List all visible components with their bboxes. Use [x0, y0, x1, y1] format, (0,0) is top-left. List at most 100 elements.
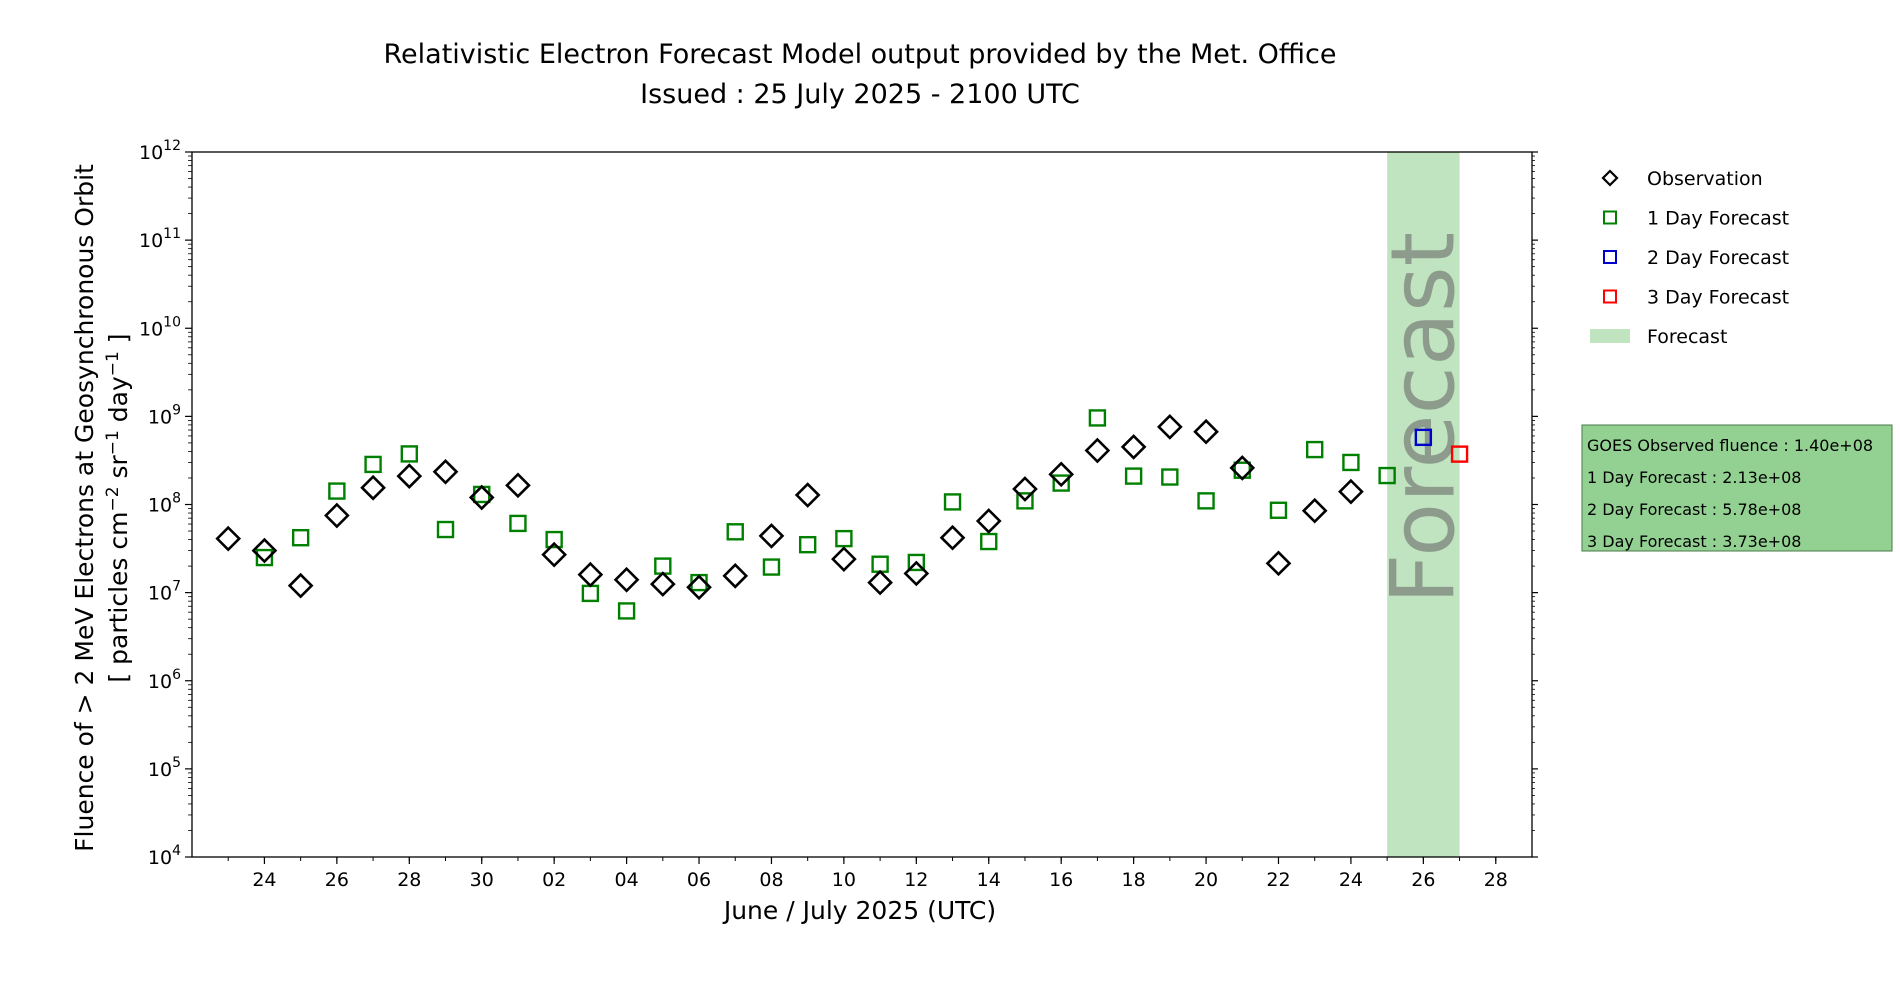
1-day-forecast-point: [1161, 468, 1179, 486]
observation-point: [468, 484, 495, 511]
1-day-forecast-point: [1088, 409, 1107, 427]
axis-ticks: 24 26 28 30 02 04 06 08 10 12 14 16 18 20 22 24 26 281041…: [139, 138, 1538, 891]
legend-item-3-day-forecast: 3 Day Forecast: [1603, 287, 1789, 309]
1-day-forecast-point: [581, 584, 600, 603]
legend-label: Forecast: [1647, 326, 1727, 348]
observation-point: [1338, 478, 1364, 505]
legend-square-icon: [1603, 289, 1617, 304]
y-axis-label-line2: [ particles cm−2 sr−1 day−1 ]: [103, 333, 133, 682]
observation-point: [215, 525, 242, 552]
1-day-forecast-point: [1342, 453, 1360, 472]
x-tick-label: 26: [1411, 869, 1435, 891]
observation-point: [722, 563, 749, 589]
legend-diamond-icon: [1601, 169, 1619, 187]
legend-label: 2 Day Forecast: [1647, 247, 1789, 269]
x-tick-label: 22: [1266, 869, 1290, 891]
x-tick-label: 24: [252, 869, 276, 891]
1-day-forecast-point: [328, 482, 346, 500]
x-tick-label: 28: [1484, 869, 1508, 891]
1-day-forecast-point: [436, 520, 455, 539]
x-tick-label: 08: [759, 869, 783, 891]
x-tick-label: 24: [1339, 869, 1363, 891]
observation-point: [649, 571, 676, 597]
series-observation: [215, 414, 1364, 601]
1-day-forecast-point: [291, 529, 310, 547]
y-tick-label: 104: [148, 843, 181, 869]
x-tick-label: 02: [542, 869, 566, 891]
x-axis-label: June / July 2025 (UTC): [722, 896, 996, 925]
1-day-forecast-point: [1197, 492, 1215, 510]
observation-point: [613, 566, 640, 593]
legend-label: Observation: [1647, 168, 1763, 190]
3-day-forecast-point: [1450, 445, 1469, 463]
1-day-forecast-point: [943, 493, 962, 511]
y-tick-label: 108: [148, 491, 181, 517]
y-tick-label: 1011: [139, 226, 181, 252]
observation-point: [287, 572, 314, 599]
1-day-forecast-point: [1269, 501, 1288, 519]
info-box-line: 3 Day Forecast : 3.73e+08: [1587, 532, 1801, 551]
observation-point: [324, 502, 350, 529]
1-day-forecast-point: [871, 555, 889, 573]
observation-point: [903, 560, 930, 587]
1-day-forecast-point: [835, 529, 853, 548]
observation-point: [867, 569, 893, 596]
2-day-forecast-point: [1414, 428, 1433, 447]
x-tick-label: 10: [832, 869, 856, 891]
observation-point: [1156, 414, 1183, 440]
info-box-line: 1 Day Forecast : 2.13e+08: [1587, 468, 1801, 487]
y-tick-label: 105: [148, 755, 181, 781]
observation-point: [758, 523, 785, 549]
x-tick-label: 04: [615, 869, 639, 891]
observation-point: [975, 508, 1002, 534]
1-day-forecast-point: [907, 553, 926, 572]
observation-point: [1012, 476, 1038, 502]
legend-band-icon: [1590, 329, 1630, 343]
legend-label: 1 Day Forecast: [1647, 208, 1789, 230]
observation-point: [794, 482, 821, 508]
legend-item-observation: Observation: [1601, 168, 1763, 190]
y-tick-label: 1010: [139, 314, 181, 340]
observation-point: [541, 541, 568, 568]
y-axis-label-line1: Fluence of > 2 MeV Electrons at Geosynch…: [70, 164, 99, 852]
forecast-band-layer: Forecast: [1371, 152, 1474, 857]
data-points: [215, 409, 1469, 620]
1-day-forecast-point: [473, 485, 491, 504]
x-tick-label: 28: [397, 869, 421, 891]
info-box-line: GOES Observed fluence : 1.40e+08: [1587, 436, 1873, 455]
1-day-forecast-point: [1052, 474, 1070, 492]
chart-title-line2: Issued : 25 July 2025 - 2100 UTC: [640, 79, 1080, 110]
observation-point: [686, 574, 712, 601]
observation-point: [1301, 497, 1328, 524]
1-day-forecast-point: [798, 535, 817, 554]
forecast-watermark: Forecast: [1371, 232, 1474, 604]
series-1-day-forecast: [255, 409, 1396, 620]
observation-point: [1265, 550, 1292, 577]
x-tick-label: 06: [687, 869, 711, 891]
y-axis-label: Fluence of > 2 MeV Electrons at Geosynch…: [70, 164, 133, 852]
x-tick-label: 16: [1049, 869, 1073, 891]
1-day-forecast-point: [364, 455, 382, 474]
series-3-day-forecast: [1450, 445, 1469, 463]
legend-square-icon: [1603, 250, 1617, 264]
legend-item-forecast: Forecast: [1590, 326, 1727, 348]
x-tick-label: 30: [470, 869, 494, 891]
x-tick-label: 20: [1194, 869, 1218, 891]
1-day-forecast-point: [762, 558, 781, 576]
1-day-forecast-point: [545, 530, 563, 549]
series-2-day-forecast: [1414, 428, 1433, 447]
observation-point: [1229, 455, 1256, 481]
1-day-forecast-point: [1306, 440, 1324, 459]
1-day-forecast-point: [726, 523, 744, 541]
y-tick-label: 106: [148, 667, 181, 693]
legend: Observation 1 Day Forecast 2 Day Forecast 3…: [1590, 168, 1789, 348]
info-box: GOES Observed fluence : 1.40e+08 1 Day Fo…: [1581, 424, 1893, 552]
x-tick-label: 26: [325, 869, 349, 891]
plot-frame: [191, 151, 1533, 858]
legend-label: 3 Day Forecast: [1647, 287, 1789, 309]
info-box-background: [1581, 424, 1893, 552]
1-day-forecast-point: [617, 602, 636, 620]
legend-item-1-day-forecast: 1 Day Forecast: [1603, 208, 1789, 230]
forecast-band: [1387, 152, 1460, 857]
